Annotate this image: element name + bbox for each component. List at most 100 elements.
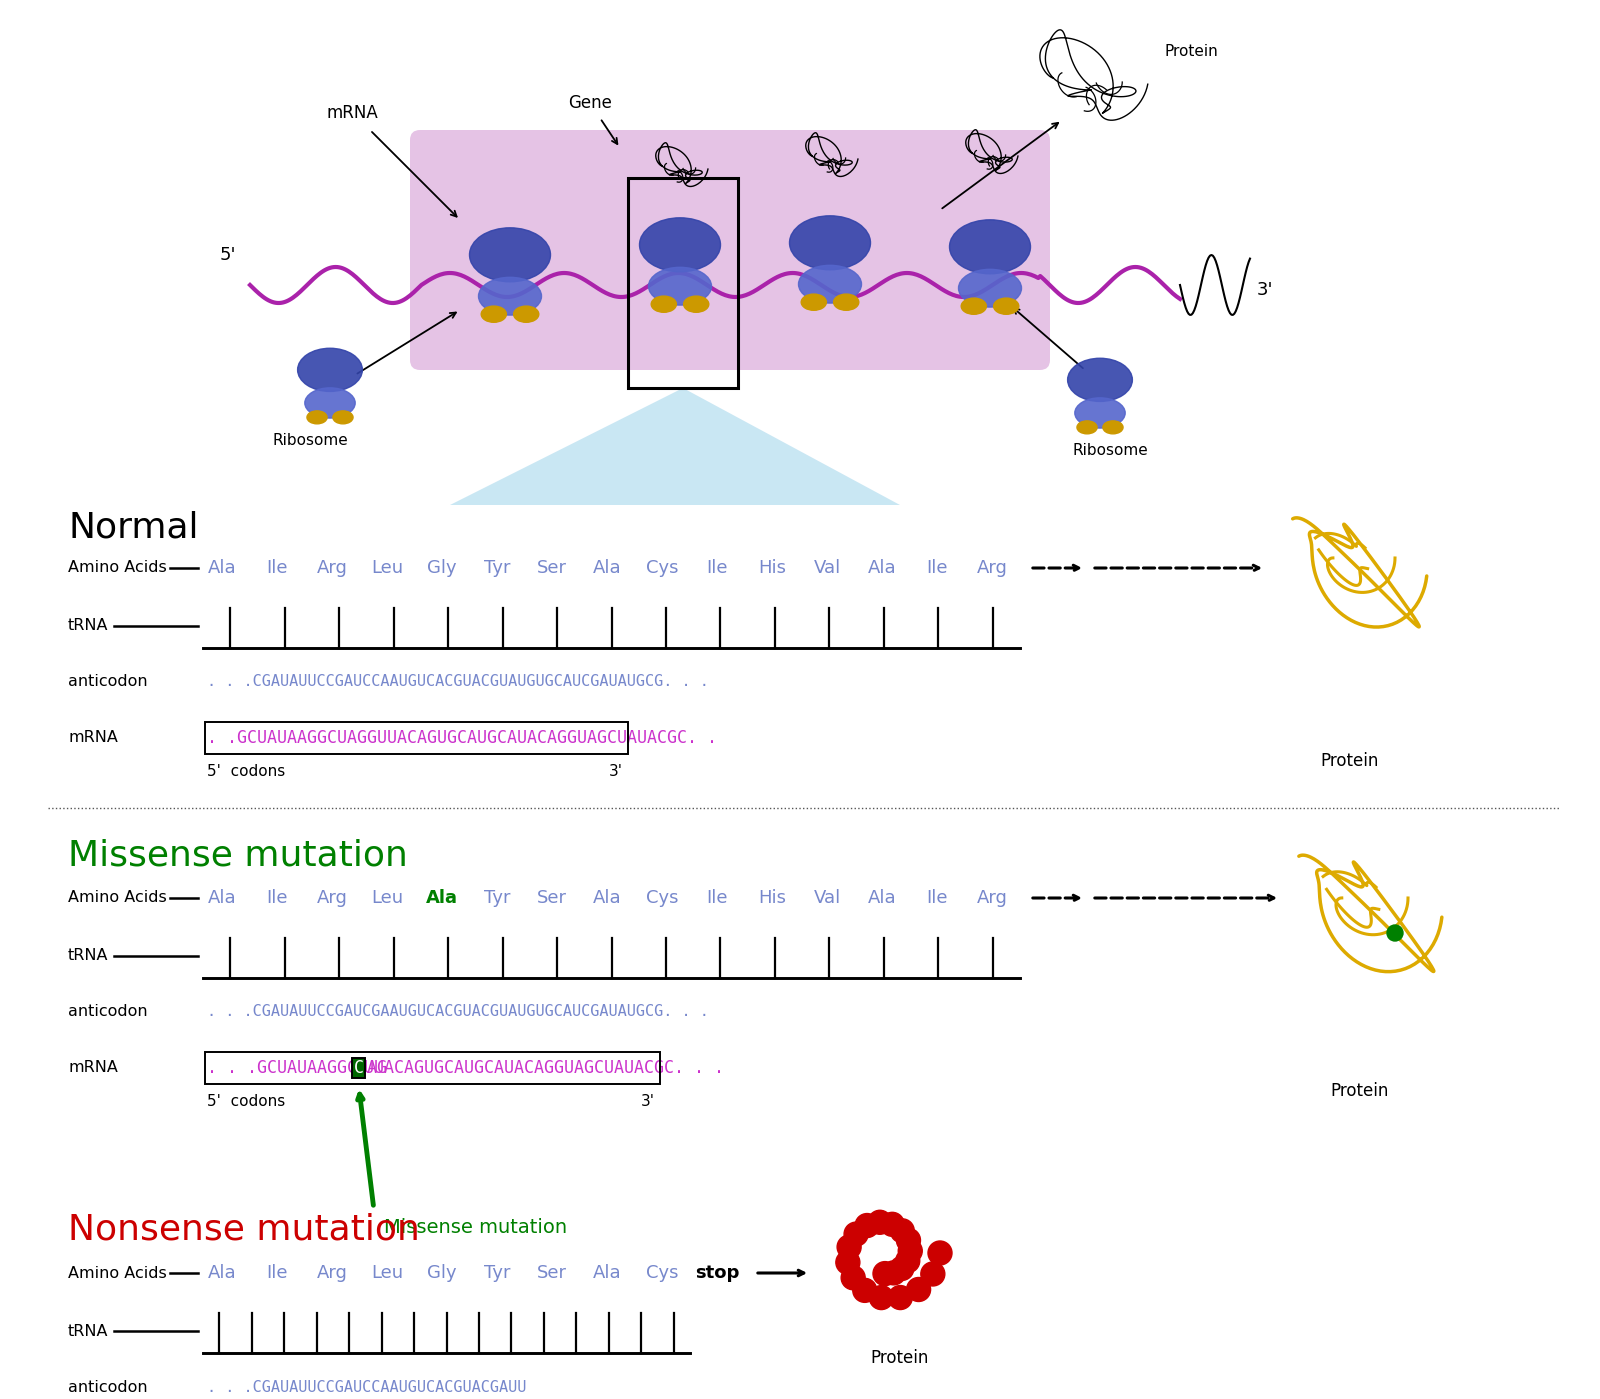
Text: Ribosome: Ribosome xyxy=(1072,443,1147,457)
Text: 5'  codons: 5' codons xyxy=(206,764,285,779)
Text: C: C xyxy=(354,1059,363,1077)
Text: mRNA: mRNA xyxy=(326,104,378,122)
Circle shape xyxy=(854,1213,878,1238)
Ellipse shape xyxy=(1077,421,1098,434)
Circle shape xyxy=(835,1251,859,1274)
Text: Missense mutation: Missense mutation xyxy=(384,1219,566,1237)
Circle shape xyxy=(842,1266,866,1290)
Text: Ser: Ser xyxy=(538,560,566,576)
Circle shape xyxy=(1387,925,1403,942)
Ellipse shape xyxy=(640,218,720,271)
Text: Gly: Gly xyxy=(427,1265,458,1281)
Ellipse shape xyxy=(1075,397,1125,428)
Ellipse shape xyxy=(651,297,677,312)
Text: His: His xyxy=(758,560,786,576)
Text: Ala: Ala xyxy=(208,1265,237,1281)
Ellipse shape xyxy=(304,388,355,418)
Text: anticodon: anticodon xyxy=(67,1004,147,1020)
Ellipse shape xyxy=(958,269,1021,308)
Circle shape xyxy=(853,1279,877,1302)
Text: Ser: Ser xyxy=(538,888,566,907)
Text: . . .CGAUAUUCCGAUCCAAUGUCACGUACGUAUGUGCAUCGAUAUGCG. . .: . . .CGAUAUUCCGAUCCAAUGUCACGUACGUAUGUGCA… xyxy=(206,674,709,690)
Text: Protein: Protein xyxy=(870,1349,930,1367)
Text: tRNA: tRNA xyxy=(67,1323,109,1339)
Ellipse shape xyxy=(298,348,362,392)
Ellipse shape xyxy=(482,306,507,322)
Text: Ala: Ala xyxy=(208,888,237,907)
Circle shape xyxy=(922,1262,946,1286)
Ellipse shape xyxy=(834,294,859,311)
Text: Arg: Arg xyxy=(317,1265,347,1281)
Ellipse shape xyxy=(333,411,354,424)
Text: mRNA: mRNA xyxy=(67,1060,118,1076)
Text: Arg: Arg xyxy=(317,888,347,907)
Text: anticodon: anticodon xyxy=(67,1379,147,1395)
Ellipse shape xyxy=(1067,358,1133,402)
Circle shape xyxy=(880,1213,904,1237)
Text: Ile: Ile xyxy=(706,560,728,576)
Text: . . .CGAUAUUCCGAUCGAAUGUCACGUACGUAUGUGCAUCGAUAUGCG. . .: . . .CGAUAUUCCGAUCGAAUGUCACGUACGUAUGUGCA… xyxy=(206,1004,709,1020)
Text: Arg: Arg xyxy=(976,888,1008,907)
Text: anticodon: anticodon xyxy=(67,674,147,690)
Text: Arg: Arg xyxy=(976,560,1008,576)
Text: 5': 5' xyxy=(219,246,237,264)
Ellipse shape xyxy=(802,294,826,311)
Polygon shape xyxy=(450,388,899,505)
Text: Amino Acids: Amino Acids xyxy=(67,1266,166,1280)
Circle shape xyxy=(890,1256,914,1280)
Text: Tyr: Tyr xyxy=(483,1265,510,1281)
Text: Ala: Ala xyxy=(208,560,237,576)
Text: Ala: Ala xyxy=(592,888,621,907)
Circle shape xyxy=(907,1277,931,1301)
Text: Ile: Ile xyxy=(926,560,947,576)
Text: Ala: Ala xyxy=(592,1265,621,1281)
Text: Ala: Ala xyxy=(426,888,458,907)
Text: Nonsense mutation: Nonsense mutation xyxy=(67,1213,419,1247)
Text: Protein: Protein xyxy=(1331,1081,1389,1100)
Ellipse shape xyxy=(994,298,1019,315)
Text: . . .GCUAUAAGGCUAG: . . .GCUAUAAGGCUAG xyxy=(206,1059,387,1077)
Text: Leu: Leu xyxy=(371,1265,403,1281)
Text: Amino Acids: Amino Acids xyxy=(67,561,166,575)
Text: Ile: Ile xyxy=(266,888,288,907)
Text: Normal: Normal xyxy=(67,511,198,544)
Text: 3': 3' xyxy=(642,1094,654,1109)
Text: Cys: Cys xyxy=(646,888,678,907)
Text: Ile: Ile xyxy=(266,1265,288,1281)
Text: His: His xyxy=(758,888,786,907)
Text: Gene: Gene xyxy=(568,94,611,112)
Text: Leu: Leu xyxy=(371,560,403,576)
Ellipse shape xyxy=(683,297,709,312)
Text: stop: stop xyxy=(694,1265,739,1281)
Bar xyxy=(627,178,738,388)
FancyBboxPatch shape xyxy=(410,130,1050,369)
Text: Cys: Cys xyxy=(646,560,678,576)
Text: Tyr: Tyr xyxy=(483,560,510,576)
Ellipse shape xyxy=(1102,421,1123,434)
Text: . . .CGAUAUUCCGAUCCAAUGUCACGUACGAUU: . . .CGAUAUUCCGAUCCAAUGUCACGUACGAUU xyxy=(206,1379,526,1395)
Text: Ile: Ile xyxy=(266,560,288,576)
Ellipse shape xyxy=(949,220,1030,274)
Text: Arg: Arg xyxy=(317,560,347,576)
Text: Ala: Ala xyxy=(592,560,621,576)
Text: Missense mutation: Missense mutation xyxy=(67,838,408,872)
Text: 3': 3' xyxy=(1256,281,1274,299)
Text: tRNA: tRNA xyxy=(67,618,109,634)
Text: Val: Val xyxy=(813,888,840,907)
Text: Protein: Protein xyxy=(1322,753,1379,769)
Text: . .GCUAUAAGGCUAGGUUACAGUGCAUGCAUACAGGUAGCUAUACGC. .: . .GCUAUAAGGCUAGGUUACAGUGCAUGCAUACAGGUAG… xyxy=(206,729,717,747)
Ellipse shape xyxy=(648,267,712,305)
Circle shape xyxy=(874,1262,898,1286)
Text: Ile: Ile xyxy=(706,888,728,907)
Circle shape xyxy=(837,1235,861,1259)
Text: Ribosome: Ribosome xyxy=(272,434,347,448)
Circle shape xyxy=(890,1219,914,1242)
Text: tRNA: tRNA xyxy=(67,949,109,964)
Text: Cys: Cys xyxy=(646,1265,678,1281)
Ellipse shape xyxy=(469,228,550,281)
Ellipse shape xyxy=(307,411,326,424)
Text: Leu: Leu xyxy=(371,888,403,907)
Ellipse shape xyxy=(478,277,541,315)
Circle shape xyxy=(896,1249,920,1273)
Circle shape xyxy=(888,1286,912,1309)
